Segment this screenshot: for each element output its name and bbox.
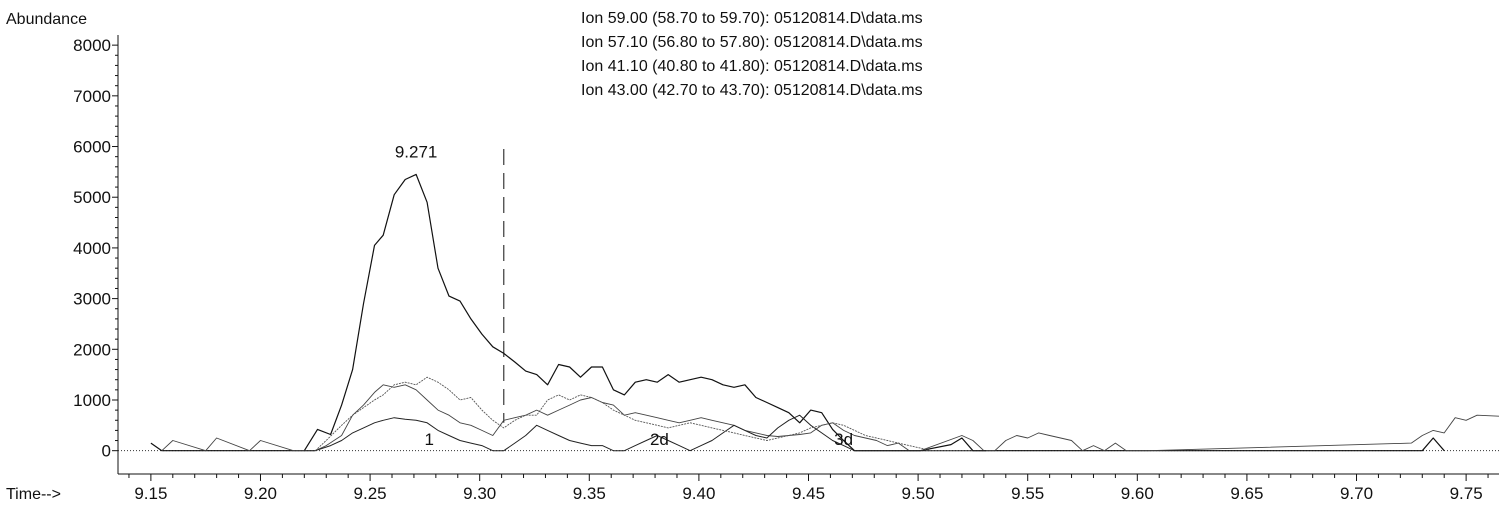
y-tick-label: 0 <box>102 442 111 461</box>
x-tick-label: 9.30 <box>463 484 496 503</box>
x-tick-label: 9.65 <box>1230 484 1263 503</box>
y-tick-label: 8000 <box>73 36 111 55</box>
x-tick-label: 9.50 <box>902 484 935 503</box>
x-tick-label: 9.70 <box>1340 484 1373 503</box>
x-tick-label: 9.60 <box>1121 484 1154 503</box>
y-tick-label: 6000 <box>73 138 111 157</box>
x-tick-label: 9.15 <box>134 484 167 503</box>
x-tick-label: 9.40 <box>682 484 715 503</box>
peak-annotation: 9.271 <box>395 143 438 162</box>
peak-annotation: 2d <box>650 430 669 449</box>
y-tick-label: 5000 <box>73 188 111 207</box>
series-lines <box>150 173 1500 452</box>
series-line-2 <box>161 384 1500 452</box>
x-tick-label: 9.45 <box>792 484 825 503</box>
y-axis-title: Abundance <box>6 11 87 28</box>
y-tick-label: 1000 <box>73 391 111 410</box>
y-tick-label: 3000 <box>73 290 111 309</box>
series-line-1 <box>150 173 1445 452</box>
y-tick-label: 2000 <box>73 340 111 359</box>
x-tick-label: 9.55 <box>1011 484 1044 503</box>
y-tick-label: 7000 <box>73 87 111 106</box>
legend-entry-ion-57: Ion 57.10 (56.80 to 57.80): 05120814.D\d… <box>581 34 923 51</box>
x-tick-label: 9.75 <box>1450 484 1483 503</box>
annotations: 9.271 1 2d 3d <box>395 143 853 449</box>
x-tick-label: 9.25 <box>354 484 387 503</box>
legend-entry-ion-41: Ion 41.10 (40.80 to 41.80): 05120814.D\d… <box>581 58 923 75</box>
x-tick-label: 9.20 <box>244 484 277 503</box>
x-tick-label: 9.35 <box>573 484 606 503</box>
legend: Ion 59.00 (58.70 to 59.70): 05120814.D\d… <box>581 10 923 99</box>
peak-annotation: 3d <box>834 430 853 449</box>
series-line-3 <box>304 414 987 452</box>
y-tick-label: 4000 <box>73 239 111 258</box>
series-line-4 <box>314 376 932 452</box>
legend-entry-ion-59: Ion 59.00 (58.70 to 59.70): 05120814.D\d… <box>581 10 923 27</box>
legend-entry-ion-43: Ion 43.00 (42.70 to 43.70): 05120814.D\d… <box>581 82 923 99</box>
x-axis-title: Time--> <box>6 486 61 503</box>
peak-annotation: 1 <box>425 430 434 449</box>
axes: 0 1000 2000 3000 4000 5000 6000 7000 8000 9.15 9.2… <box>73 35 1499 503</box>
